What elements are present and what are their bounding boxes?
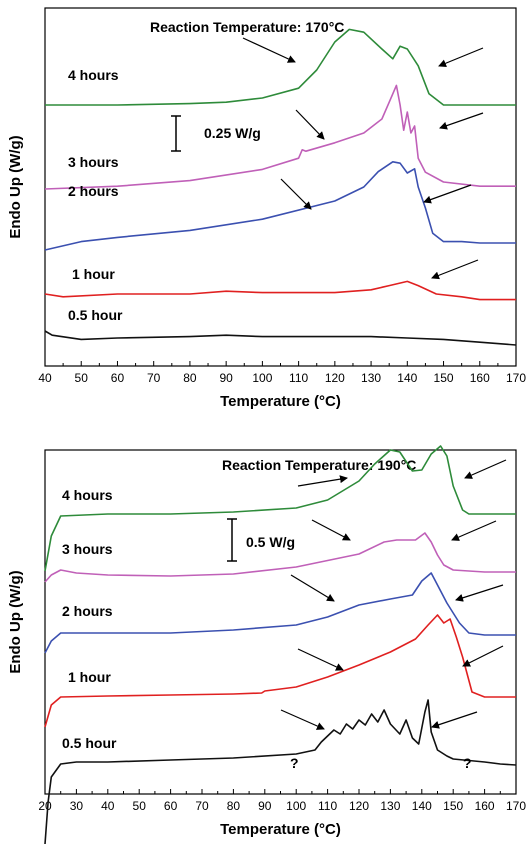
x-tick-label: 110	[289, 371, 308, 385]
x-axis-label: Temperature (°C)	[220, 821, 341, 838]
annotation-question-mark: ?	[463, 755, 472, 771]
chart-title: Reaction Temperature: 170°C	[150, 19, 344, 35]
x-tick-label: 100	[286, 799, 306, 813]
series-label: 1 hour	[68, 669, 111, 685]
series-label: 0.5 hour	[68, 307, 123, 323]
series-line-0-5-hour	[44, 699, 517, 845]
x-tick-label: 80	[183, 371, 197, 385]
x-tick-label: 30	[70, 799, 84, 813]
annotation-arrow	[455, 584, 504, 602]
x-axis-label: Temperature (°C)	[220, 393, 341, 410]
annotation-arrow	[464, 459, 507, 479]
x-tick-label: 20	[38, 799, 52, 813]
series-line-3-hours	[44, 84, 516, 190]
chart-panel-190c: 20 30 40 50 60 70 80 90 100 110 120 130 140 150 160 170…	[7, 445, 526, 845]
series-line-0-5-hour	[44, 330, 517, 346]
x-tick-label: 160	[475, 799, 495, 813]
x-tick-label: 50	[75, 371, 89, 385]
series-label: 2 hours	[68, 183, 119, 199]
x-tick-label: 140	[412, 799, 432, 813]
annotation-arrow	[280, 709, 325, 730]
annotation-arrow	[311, 519, 351, 541]
annotation-arrow	[451, 520, 497, 541]
x-tick-label: 120	[325, 371, 345, 385]
x-tick-label: 150	[443, 799, 463, 813]
x-tick-label: 130	[361, 371, 381, 385]
x-tick-label: 60	[111, 371, 125, 385]
x-tick-label: 70	[147, 371, 161, 385]
x-tick-label: 170	[506, 371, 526, 385]
annotation-arrow	[462, 645, 504, 667]
x-tick-label: 150	[434, 371, 454, 385]
annotation-arrow	[423, 184, 472, 204]
annotation-arrow	[431, 711, 478, 729]
series-label: 1 hour	[72, 266, 115, 282]
annotation-arrow	[297, 648, 344, 671]
series-label: 4 hours	[62, 487, 113, 503]
series-label: 0.5 hour	[62, 735, 117, 751]
annotation-arrow	[438, 47, 484, 68]
series-line-4-hours	[45, 28, 516, 106]
series-line-3-hours	[44, 532, 516, 583]
scale-bar-label: 0.25 W/g	[204, 125, 261, 141]
y-axis-label: Endo Up (W/g)	[7, 570, 24, 673]
x-tick-label: 90	[219, 371, 233, 385]
x-tick-label: 140	[397, 371, 417, 385]
series-line-4-hours	[44, 445, 516, 572]
series-line-2-hours	[44, 572, 516, 654]
x-tick-label: 70	[195, 799, 209, 813]
series-line-1-hour	[44, 614, 516, 728]
series-label: 3 hours	[62, 541, 113, 557]
series-label: 4 hours	[68, 67, 119, 83]
annotation-question-mark: ?	[290, 755, 299, 771]
annotation-arrow	[280, 178, 312, 210]
chart-title: Reaction Temperature: 190°C	[222, 457, 416, 473]
x-tick-label: 170	[506, 799, 526, 813]
x-tick-label: 100	[252, 371, 272, 385]
y-axis-label: Endo Up (W/g)	[7, 135, 24, 238]
series-line-1-hour	[44, 280, 516, 301]
x-tick-label: 40	[101, 799, 115, 813]
x-tick-label: 120	[349, 799, 369, 813]
x-tick-label: 110	[318, 799, 337, 813]
annotation-arrow	[431, 259, 479, 280]
annotation-arrow	[290, 574, 335, 602]
x-tick-label: 60	[164, 799, 178, 813]
annotation-arrow	[439, 112, 484, 130]
x-tick-label: 50	[133, 799, 147, 813]
x-tick-label: 90	[258, 799, 272, 813]
annotation-arrow	[295, 109, 325, 140]
chart-panel-170c: 40 50 60 70 80 90 100 110 120 130 140 150 160 170 Temp…	[7, 7, 526, 410]
series-label: 3 hours	[68, 154, 119, 170]
x-tick-label: 160	[470, 371, 490, 385]
series-label: 2 hours	[62, 603, 113, 619]
x-tick-label: 40	[38, 371, 52, 385]
x-tick-label: 130	[380, 799, 400, 813]
x-tick-label: 80	[227, 799, 241, 813]
annotation-arrow	[242, 37, 296, 63]
series-line-2-hours	[44, 161, 516, 251]
annotation-arrow	[297, 475, 348, 487]
scale-bar-label: 0.5 W/g	[246, 534, 295, 550]
